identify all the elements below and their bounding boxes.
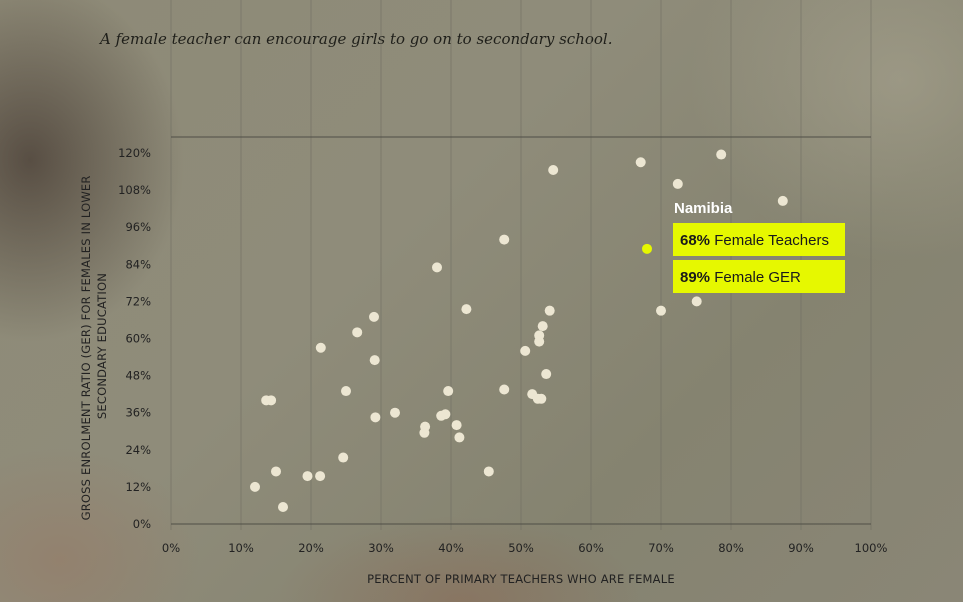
highlight-ger-value: 89% — [680, 269, 710, 286]
highlight-box-ger — [673, 260, 845, 293]
y-tick-label: 48% — [125, 369, 151, 383]
highlight-teachers-text: Female Teachers — [710, 232, 829, 249]
x-tick-label: 80% — [718, 541, 744, 555]
x-tick-label: 30% — [368, 541, 394, 555]
data-point[interactable] — [534, 336, 545, 347]
data-point[interactable] — [440, 409, 451, 420]
data-point[interactable] — [483, 466, 494, 477]
highlight-ger-text: Female GER — [710, 269, 801, 286]
y-axis-label: GROSS ENROLMENT RATIO (GER) FOR FEMALES … — [79, 172, 109, 521]
highlight-country-name: Namibia — [674, 200, 733, 217]
data-point[interactable] — [716, 149, 727, 160]
data-point[interactable] — [536, 393, 547, 404]
x-tick-label: 20% — [298, 541, 324, 555]
y-tick-label: 60% — [125, 332, 151, 346]
y-tick-label: 72% — [125, 294, 151, 308]
x-tick-label: 100% — [855, 541, 888, 555]
data-point[interactable] — [691, 296, 702, 307]
data-point[interactable] — [315, 471, 326, 482]
y-tick-label: 24% — [125, 443, 151, 457]
data-point[interactable] — [369, 355, 380, 366]
y-tick-label: 108% — [118, 183, 151, 197]
y-tick-label: 84% — [125, 257, 151, 271]
x-tick-label: 50% — [508, 541, 534, 555]
y-axis-ticks: 0% 12% 24% 36% 48% 60% 72% 84% 96% 108% 120% — [118, 146, 151, 531]
x-tick-label: 10% — [228, 541, 254, 555]
data-point[interactable] — [454, 432, 465, 443]
y-tick-label: 12% — [125, 480, 151, 494]
y-tick-label: 96% — [125, 220, 151, 234]
y-tick-label: 120% — [118, 146, 151, 160]
data-point[interactable] — [271, 466, 281, 477]
data-point[interactable] — [338, 452, 349, 463]
chart-title: A female teacher can encourage girls to … — [100, 30, 613, 48]
data-point[interactable] — [266, 395, 277, 406]
data-point[interactable] — [352, 327, 363, 338]
data-point[interactable] — [315, 342, 326, 353]
highlight-box-teachers — [673, 223, 845, 256]
data-point[interactable] — [443, 386, 454, 397]
highlight-callout: Namibia 68% Female Teachers 89% Female G… — [673, 200, 845, 293]
data-point[interactable] — [369, 311, 379, 322]
data-point[interactable] — [390, 407, 400, 418]
data-point[interactable] — [461, 304, 472, 315]
data-point[interactable] — [432, 262, 442, 273]
y-tick-label: 36% — [125, 406, 151, 420]
y-axis-label-line-2: SECONDARY EDUCATION — [95, 273, 109, 419]
x-axis-ticks: 0% 10% 20% 30% 40% 50% 60% 70% 80% 90% 100% — [162, 541, 888, 555]
x-tick-label: 0% — [162, 541, 180, 555]
data-point[interactable] — [656, 305, 666, 316]
data-point[interactable] — [499, 384, 510, 395]
data-point[interactable] — [777, 195, 788, 206]
data-point[interactable] — [548, 165, 559, 176]
data-point[interactable] — [341, 386, 351, 397]
data-point[interactable] — [278, 501, 288, 512]
data-point[interactable] — [420, 421, 431, 432]
data-point[interactable] — [250, 481, 260, 492]
data-point[interactable] — [370, 412, 381, 423]
data-point[interactable] — [541, 369, 552, 380]
x-tick-label: 40% — [438, 541, 464, 555]
data-point[interactable] — [499, 234, 510, 245]
x-tick-label: 60% — [578, 541, 604, 555]
data-point[interactable] — [520, 345, 531, 356]
data-point[interactable] — [302, 471, 313, 482]
highlight-ger-label: 89% Female GER — [680, 269, 801, 286]
data-points — [250, 149, 788, 512]
x-tick-label: 70% — [648, 541, 674, 555]
highlight-data-point[interactable] — [642, 243, 652, 254]
highlight-teachers-label: 68% Female Teachers — [680, 232, 829, 249]
x-tick-label: 90% — [788, 541, 814, 555]
highlight-teachers-value: 68% — [680, 232, 710, 249]
y-tick-label: 0% — [133, 517, 151, 531]
data-point[interactable] — [672, 178, 683, 189]
data-point[interactable] — [544, 305, 555, 316]
data-point[interactable] — [451, 420, 462, 431]
x-axis-label: PERCENT OF PRIMARY TEACHERS WHO ARE FEMA… — [367, 572, 675, 586]
data-point[interactable] — [537, 321, 548, 332]
y-axis-label-line-1: GROSS ENROLMENT RATIO (GER) FOR FEMALES … — [79, 175, 93, 520]
data-point[interactable] — [635, 157, 646, 168]
